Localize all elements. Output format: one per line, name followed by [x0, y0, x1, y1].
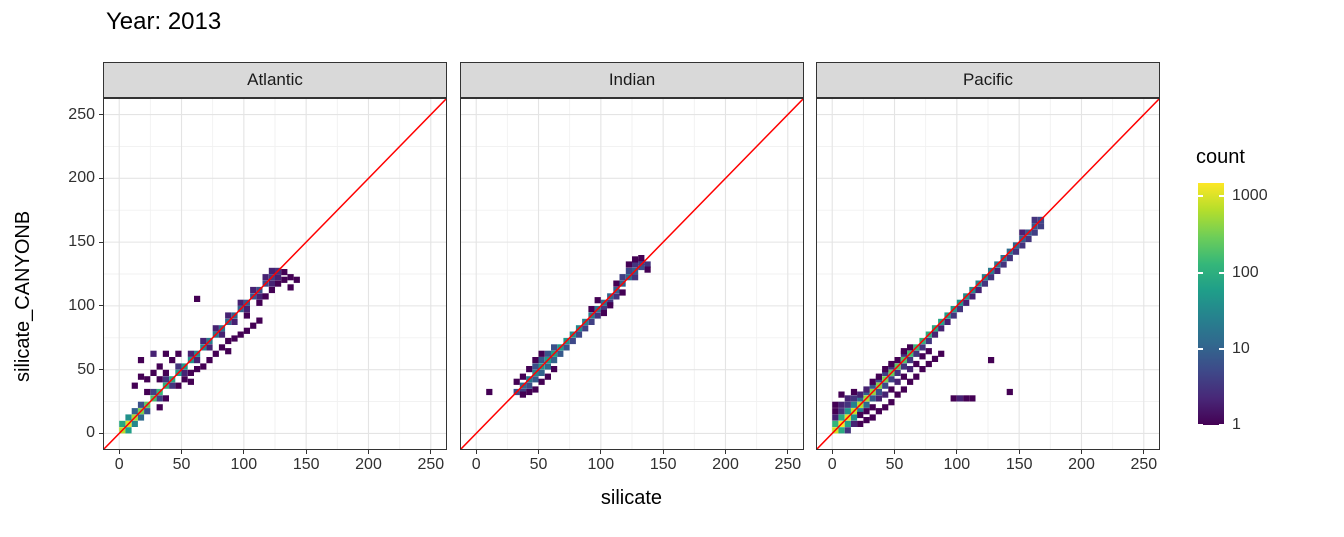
- legend-tick: [1198, 195, 1203, 198]
- y-tick: [99, 369, 103, 371]
- identity-line: [103, 98, 447, 450]
- panel-atlantic: [103, 98, 447, 450]
- legend-tick: [1198, 424, 1203, 426]
- x-tick: [1018, 450, 1020, 454]
- y-tick: [99, 241, 103, 243]
- y-tick: [99, 305, 103, 307]
- x-tick: [538, 450, 539, 454]
- panel-pacific: [816, 98, 1160, 450]
- y-tick-label: 0: [86, 424, 95, 442]
- x-tick: [243, 450, 245, 454]
- legend-value-label: 10: [1232, 339, 1250, 357]
- legend-title: count: [1196, 146, 1245, 168]
- panel-border: [816, 98, 1160, 450]
- x-tick-label: 0: [471, 456, 481, 473]
- y-tick-label: 250: [68, 105, 95, 123]
- y-tick-label: 100: [68, 296, 95, 314]
- x-tick-label: 250: [1130, 456, 1158, 473]
- identity-line: [460, 98, 804, 450]
- x-tick: [1081, 450, 1082, 454]
- legend-tick: [1219, 424, 1224, 426]
- x-tick-label: 150: [292, 456, 320, 473]
- x-tick-label: 100: [587, 456, 615, 473]
- facet-indian: Indian 0 50 100 150 200 250: [460, 62, 804, 492]
- x-tick: [600, 450, 602, 454]
- facet-label: Pacific: [962, 70, 1014, 89]
- legend-value-label: 1000: [1232, 187, 1268, 205]
- facet-strip: Pacific: [816, 62, 1160, 98]
- panel-canvas: [460, 98, 804, 450]
- facet-label: Indian: [608, 70, 656, 89]
- x-tick-label: 50: [529, 456, 548, 473]
- x-tick-label: 0: [827, 456, 837, 473]
- x-tick-label: 200: [712, 456, 739, 473]
- x-tick-label: 200: [1068, 456, 1095, 473]
- y-tick: [99, 177, 103, 179]
- x-tick-label: 150: [649, 456, 677, 473]
- facet-label: Atlantic: [247, 70, 303, 89]
- x-tick: [956, 450, 958, 454]
- y-tick: [99, 432, 103, 434]
- x-tick: [662, 450, 664, 454]
- legend: count 1000 100 10 1: [1196, 146, 1344, 456]
- x-tick-label: 150: [1005, 456, 1033, 473]
- y-tick-label: 50: [77, 360, 95, 378]
- panel-border: [103, 98, 447, 450]
- panel-canvas: [816, 98, 1160, 450]
- x-tick-label: 50: [885, 456, 904, 473]
- x-tick: [368, 450, 369, 454]
- x-tick: [181, 450, 182, 454]
- chart-title: Year: 2013: [106, 8, 222, 35]
- x-tick-label: 200: [355, 456, 382, 473]
- x-tick: [787, 450, 789, 454]
- x-tick: [831, 450, 833, 454]
- legend-tick: [1198, 347, 1203, 350]
- x-tick: [430, 450, 432, 454]
- x-axis-title: silicate: [600, 487, 663, 509]
- x-tick-label: 250: [774, 456, 802, 473]
- legend-value-label: 1: [1232, 416, 1241, 433]
- panel-indian: [460, 98, 804, 450]
- x-tick: [1143, 450, 1145, 454]
- facet-strip: Indian: [460, 62, 804, 98]
- legend-tick: [1219, 347, 1224, 350]
- y-tick-label: 200: [68, 169, 95, 187]
- facet-atlantic: Atlantic 0 50 100 150 200 250 0 50 100 150 200 250: [68, 62, 447, 492]
- legend-tick: [1198, 271, 1203, 274]
- legend-value-label: 100: [1232, 263, 1259, 281]
- x-tick-label: 250: [417, 456, 445, 473]
- x-tick-label: 0: [114, 456, 124, 473]
- identity-line: [816, 98, 1160, 450]
- y-tick: [99, 114, 103, 116]
- y-axis-title: silicate_CANYONB: [12, 210, 34, 382]
- legend-colorbar: [1198, 183, 1224, 425]
- x-tick: [118, 450, 120, 454]
- x-tick-label: 100: [230, 456, 258, 473]
- panel-canvas: [103, 98, 447, 450]
- facet-strip: Atlantic: [103, 62, 447, 98]
- x-tick: [475, 450, 477, 454]
- x-tick: [725, 450, 726, 454]
- x-tick-label: 50: [172, 456, 191, 473]
- legend-tick: [1219, 195, 1224, 198]
- x-tick-label: 100: [943, 456, 971, 473]
- facet-pacific: Pacific 0 50 100 150 200 250: [816, 62, 1160, 492]
- x-tick: [894, 450, 895, 454]
- x-tick: [305, 450, 307, 454]
- panel-border: [460, 98, 804, 450]
- y-tick-label: 150: [68, 233, 95, 251]
- legend-tick: [1219, 271, 1224, 274]
